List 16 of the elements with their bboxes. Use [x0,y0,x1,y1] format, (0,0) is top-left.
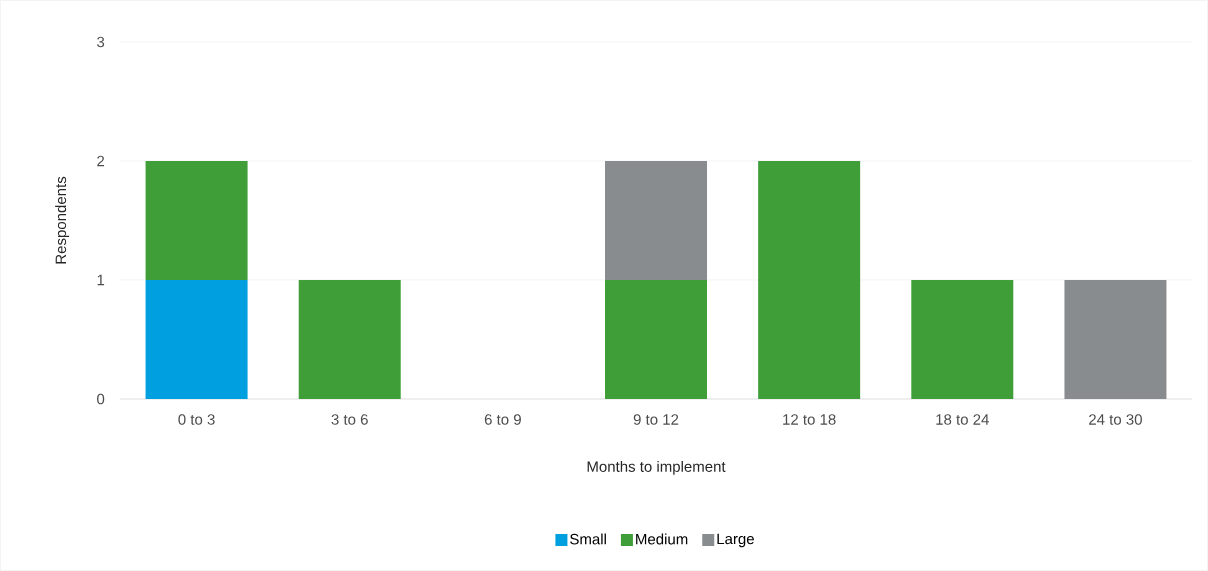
y-axis-title: Respondents [55,176,70,264]
x-tick-label: 24 to 30 [1089,414,1142,425]
x-axis-title: Months to implement [587,460,726,475]
legend-label: Medium [636,533,688,545]
y-tick-label: 0 [97,393,105,405]
legend-label: Small [570,533,606,545]
x-tick-label: 18 to 24 [936,414,989,425]
legend-label: Large [717,533,754,548]
x-tick-label: 0 to 3 [178,414,215,425]
y-tick-label: 1 [97,274,105,286]
y-tick-label: 2 [97,155,105,167]
y-tick-label: 3 [97,36,105,48]
x-tick-label: 9 to 12 [633,414,679,425]
x-tick-label: 6 to 9 [484,414,521,425]
x-tick-label: 3 to 6 [331,414,368,425]
x-tick-label: 12 to 18 [783,414,836,425]
